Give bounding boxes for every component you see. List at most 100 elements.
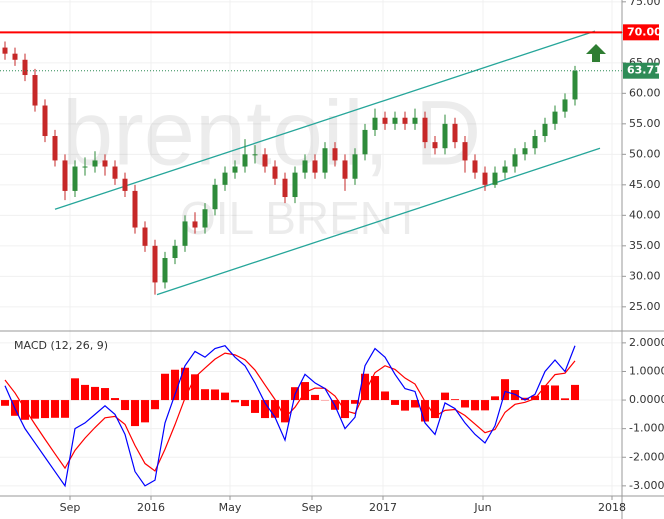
candle-body (502, 166, 508, 173)
candle-body (552, 111, 558, 124)
histogram-bar (241, 400, 249, 407)
histogram-bar (551, 385, 559, 401)
histogram-bar (541, 385, 549, 401)
y-tick-label: 40.00 (629, 208, 661, 221)
candle-body (402, 117, 408, 124)
y-tick-label: 2.0000 (629, 336, 664, 349)
candle-body (132, 190, 138, 228)
macd-line (4, 345, 576, 488)
signal-line (4, 352, 576, 472)
histogram-bar (431, 400, 439, 419)
histogram-bar (211, 389, 219, 401)
candle-body (242, 154, 248, 167)
candle-body (532, 136, 538, 149)
histogram-bar (571, 384, 579, 401)
histogram-bar (201, 389, 209, 401)
trend-line (54, 30, 596, 210)
histogram-bar (371, 376, 379, 401)
y-tick-label: -3.0000 (629, 479, 664, 492)
candle-body (252, 154, 258, 156)
candle-body (262, 154, 268, 167)
candle-body (462, 142, 468, 161)
histogram-bar (491, 396, 499, 401)
y-tick-label: 30.00 (629, 269, 661, 282)
x-tick-label: Sep (302, 501, 323, 514)
candle-body (382, 117, 388, 124)
histogram-bar (171, 369, 179, 401)
histogram-bar (61, 400, 69, 418)
x-tick-label: Sep (60, 501, 81, 514)
histogram-bar (521, 397, 529, 401)
candle-body (12, 53, 18, 60)
histogram-bar (451, 399, 459, 401)
histogram-bar (191, 374, 199, 401)
candle-body (412, 117, 418, 124)
histogram-bar (141, 400, 149, 423)
candle-body (42, 105, 48, 137)
candle-body (82, 166, 88, 168)
candle-body (352, 154, 358, 179)
histogram-bar (391, 400, 399, 405)
y-tick-label: 60.00 (629, 86, 661, 99)
candle-body (62, 160, 68, 191)
histogram-bar (501, 379, 509, 401)
candle-body (322, 148, 328, 173)
histogram-bar (51, 400, 59, 418)
candle-body (92, 160, 98, 167)
histogram-bar (1, 400, 9, 406)
candle-body (432, 142, 438, 149)
candle-body (152, 245, 158, 283)
candle-body (572, 70, 578, 100)
histogram-bar (261, 400, 269, 419)
histogram-bar (151, 400, 159, 410)
histogram-bar (161, 373, 169, 401)
histogram-bar (71, 378, 79, 401)
candle-body (212, 184, 218, 210)
histogram-bar (231, 400, 239, 403)
price-label: 70.00 (627, 25, 662, 38)
up-arrow-icon (586, 44, 606, 62)
y-tick-label: -1.0000 (629, 422, 664, 435)
candle-body (472, 160, 478, 173)
candle-body (222, 172, 228, 185)
histogram-bar (471, 400, 479, 411)
candle-body (202, 209, 208, 228)
candle-body (492, 172, 498, 185)
candle-body (182, 221, 188, 246)
y-tick-label: 45.00 (629, 178, 661, 191)
candle-body (442, 123, 448, 149)
x-tick-label: Jun (473, 501, 491, 514)
candle-body (312, 160, 318, 173)
y-tick-label: 25.00 (629, 300, 661, 313)
candle-body (562, 99, 568, 112)
candle-body (422, 117, 428, 143)
histogram-bar (361, 373, 369, 401)
x-tick-label: 2016 (137, 501, 165, 514)
candle-body (32, 75, 38, 106)
candle-body (282, 178, 288, 198)
candle-body (342, 160, 348, 179)
histogram-bar (381, 391, 389, 401)
y-tick-label: 75.00 (629, 0, 661, 8)
y-tick-label: -2.0000 (629, 450, 664, 463)
histogram-bar (221, 392, 229, 401)
histogram-bar (281, 400, 289, 423)
histogram-bar (181, 367, 189, 401)
x-tick-label: 2018 (598, 501, 626, 514)
histogram-bar (511, 390, 519, 401)
candle-body (512, 154, 518, 167)
y-tick-label: 0.0000 (629, 393, 664, 406)
histogram-bar (31, 400, 39, 419)
histogram-bar (251, 400, 259, 413)
histogram-bar (271, 400, 279, 418)
histogram-bar (561, 398, 569, 401)
candle-body (112, 166, 118, 179)
candle-body (72, 166, 78, 191)
x-tick-label: 2017 (369, 501, 397, 514)
histogram-bar (81, 384, 89, 401)
histogram-bar (441, 392, 449, 401)
histogram-bar (421, 400, 429, 422)
histogram-bar (111, 398, 119, 401)
candle-body (542, 123, 548, 137)
